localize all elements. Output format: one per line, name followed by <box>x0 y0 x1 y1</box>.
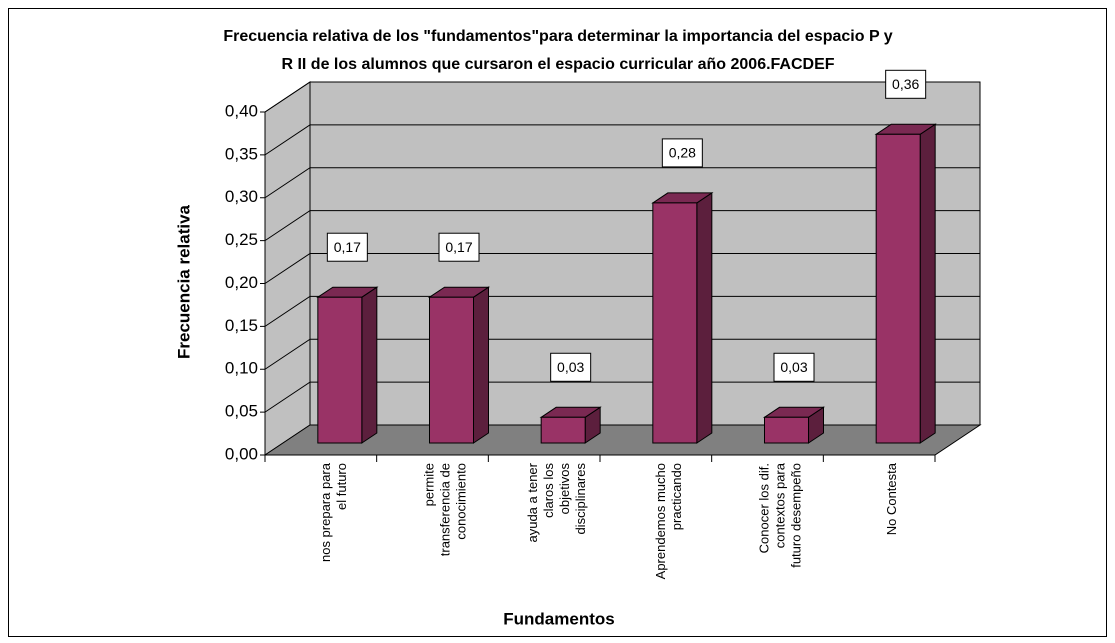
x-tick-label: nos prepara parael futuro <box>318 462 349 562</box>
y-tick-label: 0,40 <box>225 101 258 120</box>
chart-subtitle: R II de los alumnos que cursaron el espa… <box>281 56 834 73</box>
grid-line <box>264 253 980 284</box>
bar <box>429 296 474 444</box>
value-label: 0,17 <box>445 239 472 255</box>
value-label: 0,03 <box>557 359 584 375</box>
value-label-box <box>326 232 368 262</box>
x-tick-label-line: ayuda a tener <box>526 462 541 542</box>
grid-line <box>264 338 980 370</box>
x-axis-title: Fundamentos <box>503 609 614 628</box>
bar-side <box>696 191 713 444</box>
x-tick-label-group: permitetransferencia deconocimiento <box>422 463 469 556</box>
grid-line <box>264 210 980 242</box>
x-tick-label-group: ayuda a tenerclaros losobjetivosdiscipli… <box>526 462 589 542</box>
y-tick-label: 0,20 <box>225 273 258 292</box>
value-label-box <box>773 352 815 382</box>
x-tick-label-line: objetivos <box>558 463 573 515</box>
x-tick-label-line: Conocer los dif. <box>757 463 772 553</box>
x-tick-label: permitetransferencia deconocimiento <box>422 463 469 556</box>
grid-line <box>264 295 980 327</box>
x-tick-label: Aprendemos muchopracticando <box>653 463 684 579</box>
grid-line <box>264 167 980 199</box>
value-label-box <box>885 69 927 99</box>
bar-side <box>919 123 936 444</box>
x-tick-label: Conocer los dif.contextos parafuturo des… <box>757 462 804 568</box>
y-tick-label: 0,00 <box>225 444 258 463</box>
grid-line <box>264 124 980 156</box>
x-tick-label-line: permite <box>422 463 437 506</box>
bar <box>540 416 586 444</box>
value-label: 0,17 <box>334 239 361 255</box>
x-tick-label-group: No Contesta <box>885 462 900 535</box>
y-tick-label: 0,35 <box>225 144 258 163</box>
x-tick-label-line: nos prepara para <box>318 462 333 562</box>
bar-side <box>473 286 489 444</box>
y-tick-label: 0,25 <box>225 230 258 249</box>
y-tick-label: 0,05 <box>225 402 258 421</box>
x-tick-label-line: transferencia de <box>438 463 453 556</box>
x-tick-label-group: Aprendemos muchopracticando <box>653 463 684 579</box>
x-tick-label-line: futuro desempeño <box>789 463 804 568</box>
x-tick-label-line: el futuro <box>334 463 349 510</box>
x-tick-label-line: claros los <box>542 463 557 518</box>
value-label-box <box>661 138 703 168</box>
x-tick-label-group: Conocer los dif.contextos parafuturo des… <box>757 462 804 568</box>
bar-side <box>361 286 378 444</box>
value-label-box <box>438 232 480 262</box>
bar <box>875 133 921 444</box>
value-label: 0,28 <box>669 145 696 161</box>
x-tick-label: ayuda a tenerclaros losobjetivosdiscipli… <box>526 462 589 542</box>
x-tick-label-line: contextos para <box>773 462 788 548</box>
y-tick-label: 0,15 <box>225 316 258 335</box>
value-label-box <box>550 352 592 382</box>
x-tick-label: No Contesta <box>885 462 900 535</box>
x-tick-label-line: disciplinares <box>574 463 589 535</box>
bar <box>317 296 363 444</box>
y-tick-label: 0,10 <box>225 359 258 378</box>
y-tick-label: 0,30 <box>225 187 258 206</box>
grid-line <box>264 381 980 413</box>
bar <box>652 202 698 444</box>
x-tick-label-group: nos prepara parael futuro <box>318 462 349 562</box>
chart-title: Frecuencia relativa de los "fundamentos"… <box>223 28 892 45</box>
x-tick-label-line: Aprendemos mucho <box>653 463 668 579</box>
x-tick-label-line: No Contesta <box>885 462 900 535</box>
value-label: 0,36 <box>892 76 919 92</box>
grid-line <box>264 81 980 113</box>
bar <box>764 416 809 444</box>
value-label: 0,03 <box>780 359 807 375</box>
x-tick-label-line: practicando <box>669 463 684 530</box>
x-tick-label-line: conocimiento <box>454 463 469 540</box>
y-axis-title: Frecuencia relativa <box>174 204 193 359</box>
